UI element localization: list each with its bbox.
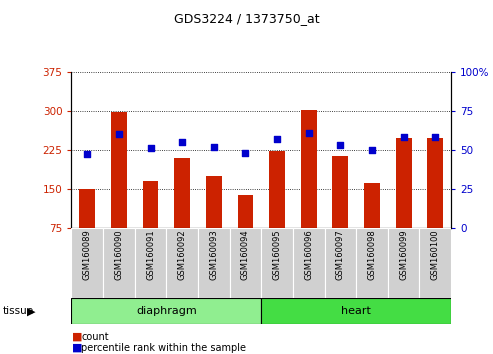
Bar <box>332 156 348 267</box>
Point <box>178 139 186 145</box>
Bar <box>301 110 317 267</box>
Text: ■: ■ <box>71 332 82 342</box>
Text: GSM160091: GSM160091 <box>146 230 155 280</box>
Text: GSM160093: GSM160093 <box>210 230 218 280</box>
Point <box>305 130 313 136</box>
Text: GSM160097: GSM160097 <box>336 230 345 280</box>
Bar <box>206 176 222 267</box>
Bar <box>103 228 135 298</box>
Bar <box>175 158 190 267</box>
Point <box>368 147 376 153</box>
Bar <box>111 112 127 267</box>
Bar <box>230 228 261 298</box>
Bar <box>293 228 324 298</box>
Text: ▶: ▶ <box>27 306 35 316</box>
Bar <box>79 189 95 267</box>
Bar <box>198 228 230 298</box>
Bar <box>356 228 388 298</box>
Bar <box>420 228 451 298</box>
Bar <box>364 183 380 267</box>
Point <box>336 142 344 148</box>
Point <box>273 136 281 142</box>
Text: ■: ■ <box>71 343 82 353</box>
Text: GSM160098: GSM160098 <box>367 230 377 280</box>
Text: GDS3224 / 1373750_at: GDS3224 / 1373750_at <box>174 12 319 25</box>
Point <box>115 131 123 137</box>
Bar <box>166 228 198 298</box>
Bar <box>396 138 412 267</box>
Bar <box>269 151 285 267</box>
Point <box>242 150 249 156</box>
Bar <box>135 228 166 298</box>
Point <box>146 145 154 151</box>
Text: percentile rank within the sample: percentile rank within the sample <box>81 343 246 353</box>
Text: diaphragm: diaphragm <box>136 306 197 316</box>
Bar <box>324 228 356 298</box>
Bar <box>427 138 443 267</box>
Point <box>210 144 218 149</box>
Bar <box>261 228 293 298</box>
Text: GSM160094: GSM160094 <box>241 230 250 280</box>
Point <box>83 152 91 157</box>
Text: GSM160100: GSM160100 <box>431 230 440 280</box>
Text: GSM160092: GSM160092 <box>177 230 187 280</box>
Bar <box>71 228 103 298</box>
Bar <box>142 181 158 267</box>
Text: GSM160095: GSM160095 <box>273 230 282 280</box>
Text: heart: heart <box>341 306 371 316</box>
Text: GSM160096: GSM160096 <box>304 230 313 280</box>
Text: GSM160089: GSM160089 <box>83 230 92 280</box>
Text: GSM160090: GSM160090 <box>114 230 123 280</box>
Bar <box>261 298 451 324</box>
Bar <box>388 228 420 298</box>
Text: GSM160099: GSM160099 <box>399 230 408 280</box>
Bar <box>238 195 253 267</box>
Text: tissue: tissue <box>2 306 34 316</box>
Text: count: count <box>81 332 109 342</box>
Point <box>400 135 408 140</box>
Bar <box>71 298 261 324</box>
Point <box>431 135 439 140</box>
